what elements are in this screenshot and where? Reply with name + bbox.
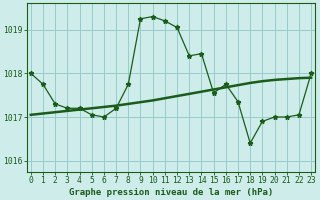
- X-axis label: Graphe pression niveau de la mer (hPa): Graphe pression niveau de la mer (hPa): [69, 188, 273, 197]
